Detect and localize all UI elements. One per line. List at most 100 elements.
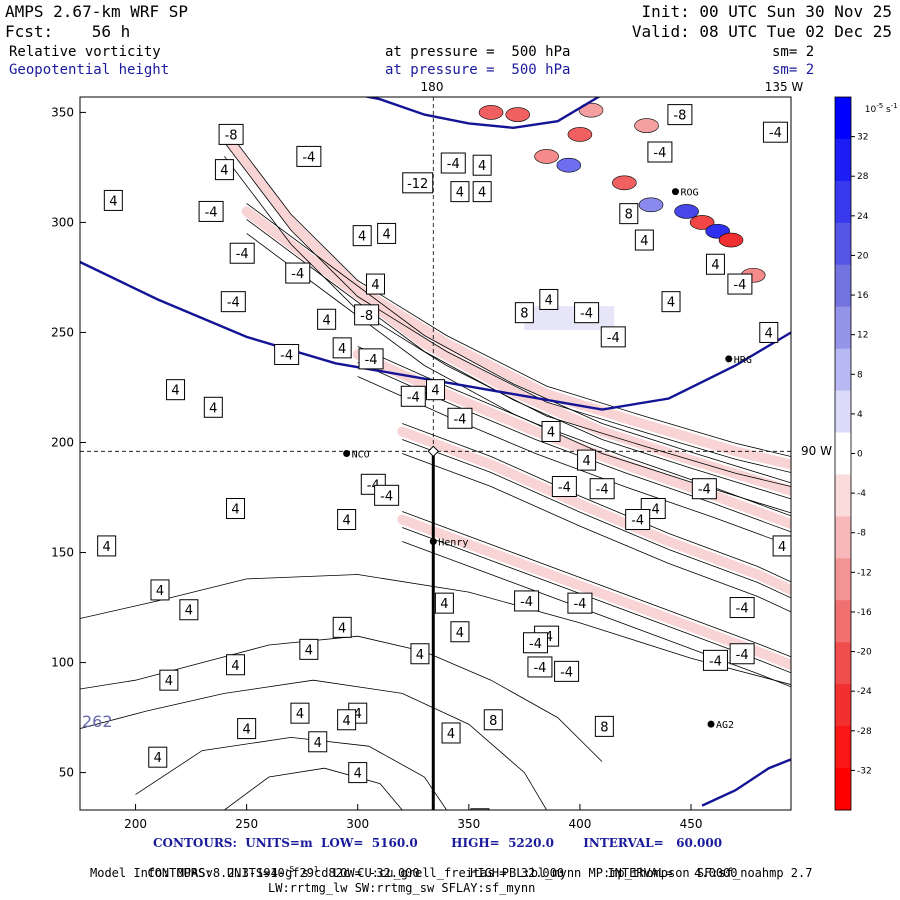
- lat-90w-label: 90 W: [801, 444, 832, 458]
- contour-label-39: 4: [179, 599, 199, 621]
- colorbar-swatch-7: [835, 390, 851, 434]
- contour-label-value: 4: [220, 164, 228, 179]
- contour-label-61: 4: [148, 746, 168, 768]
- contour-label-11: 4: [377, 222, 397, 244]
- contour-label-3: -4: [440, 152, 466, 174]
- contour-label-2: -4: [296, 145, 322, 167]
- blue-patch: [524, 306, 615, 331]
- contour-label-box: [705, 253, 725, 275]
- contour-label-box: [296, 145, 322, 167]
- partial-height-label: 262: [82, 712, 113, 731]
- vorticity-contour-0-1: [224, 142, 791, 473]
- contour-label-22: 4: [426, 379, 445, 401]
- contour-label-value: -4: [380, 489, 393, 504]
- contour-label-box: [554, 660, 580, 682]
- contour-label-value: 4: [342, 514, 350, 529]
- contour-label-52: -4: [527, 656, 553, 678]
- y-tick-label-50: 50: [59, 766, 74, 780]
- vorticity-band-3: [397, 426, 791, 595]
- contour-label-box: [472, 181, 492, 203]
- colorbar-swatch-0: [835, 97, 851, 140]
- station-label-henry: Henry: [438, 538, 468, 549]
- contour-label-25: -4: [447, 407, 473, 429]
- contour-label-box: [514, 302, 534, 324]
- x-tick-label-400: 400: [568, 817, 591, 831]
- contour-label-box: [434, 592, 454, 614]
- valid-time: Valid: 08 UTC Tue 02 Dec 25: [631, 22, 892, 41]
- colorbar-swatch-6: [835, 348, 851, 392]
- contour-label-48: 4: [299, 638, 319, 660]
- station-label-nco: NCO: [352, 450, 370, 461]
- contour-label-27: 4: [577, 449, 597, 471]
- contour-label-box: [358, 348, 384, 370]
- init-time: Init: 00 UTC Sun 30 Nov 25: [641, 2, 892, 21]
- contour-label-value: -4: [205, 205, 218, 220]
- contour-label-value: 4: [545, 293, 553, 308]
- contour-label-34: 4: [337, 509, 357, 531]
- contour-label-64: 4: [337, 709, 357, 731]
- south-contour-0: [80, 635, 603, 762]
- contour-label-box: [472, 154, 492, 176]
- field1-level: at pressure = 500 hPa: [385, 44, 571, 60]
- contour-label-18: 4: [332, 337, 352, 359]
- contour-label-box: [667, 104, 693, 126]
- contour-label-13: -4: [285, 262, 311, 284]
- contour-label-box: [166, 379, 186, 401]
- contour-label-value: -4: [447, 157, 460, 172]
- colorbar-tick-label-0: 32: [857, 133, 868, 143]
- contour-label-value: 4: [154, 751, 162, 766]
- contour-label-box: [352, 225, 372, 247]
- contour-label-box: [527, 656, 553, 678]
- vortex-blob-8: [718, 232, 744, 248]
- y-tick-label-350: 350: [51, 105, 74, 119]
- height-contour-0: [80, 260, 791, 411]
- contour-label-32: -4: [691, 478, 717, 500]
- contour-label-value: 4: [711, 258, 719, 273]
- contour-label-box: [299, 638, 319, 660]
- contour-label-value: 4: [305, 643, 313, 658]
- contour-label-value: 4: [582, 454, 590, 469]
- vorticity-contour-3-0: [402, 423, 791, 583]
- station-label-hrg: HRG: [734, 355, 752, 366]
- vorticity-contour-4-0: [402, 511, 791, 658]
- contour-label-value: 4: [243, 723, 251, 738]
- vorticity-contour-3-1: [402, 439, 791, 599]
- vortex-blob-5: [674, 204, 699, 219]
- contour-label-value: 4: [171, 384, 179, 399]
- contour-label-box: [203, 396, 223, 418]
- contour-label-box: [589, 478, 615, 500]
- contour-label-value: -8: [360, 309, 373, 324]
- colorbar-swatch-12: [835, 600, 851, 643]
- south-contour-4: [80, 574, 791, 685]
- contour-label-box: [440, 152, 466, 174]
- contour-label-value: -4: [573, 597, 586, 612]
- colorbar-swatch-11: [835, 558, 851, 601]
- contour-label-box: [619, 203, 639, 225]
- contour-label-value: 4: [322, 313, 330, 328]
- contour-label-value: 4: [354, 767, 362, 782]
- contour-label-4: 4: [472, 154, 492, 176]
- contour-label-box: [400, 385, 426, 407]
- contour-label-box: [470, 808, 490, 810]
- contour-label-box: [410, 643, 430, 665]
- vorticity-band-4: [397, 514, 791, 670]
- station-label-ag2: AG2: [716, 720, 734, 731]
- contour-label-box: [218, 123, 244, 145]
- contour-label-75: -4: [727, 273, 753, 295]
- contour-label-box: [450, 181, 470, 203]
- contour-label-box: [577, 449, 597, 471]
- contour-label-24: 4: [203, 396, 223, 418]
- vortex-blob-6: [689, 215, 715, 230]
- contour-label-value: -4: [453, 412, 466, 427]
- x-tick-label-350: 350: [457, 817, 480, 831]
- contour-label-box: [366, 273, 386, 295]
- contour-label-30: -4: [551, 476, 577, 498]
- contour-label-76: 4: [705, 253, 725, 275]
- contour-label-box: [574, 302, 600, 324]
- contour-label-value: -4: [558, 481, 571, 496]
- south-contour-3: [224, 767, 403, 810]
- contour-label-value: -4: [533, 661, 546, 676]
- contour-label-value: 8: [489, 714, 497, 729]
- contour-label-box: [354, 304, 380, 326]
- contour-label-value: 4: [338, 342, 346, 357]
